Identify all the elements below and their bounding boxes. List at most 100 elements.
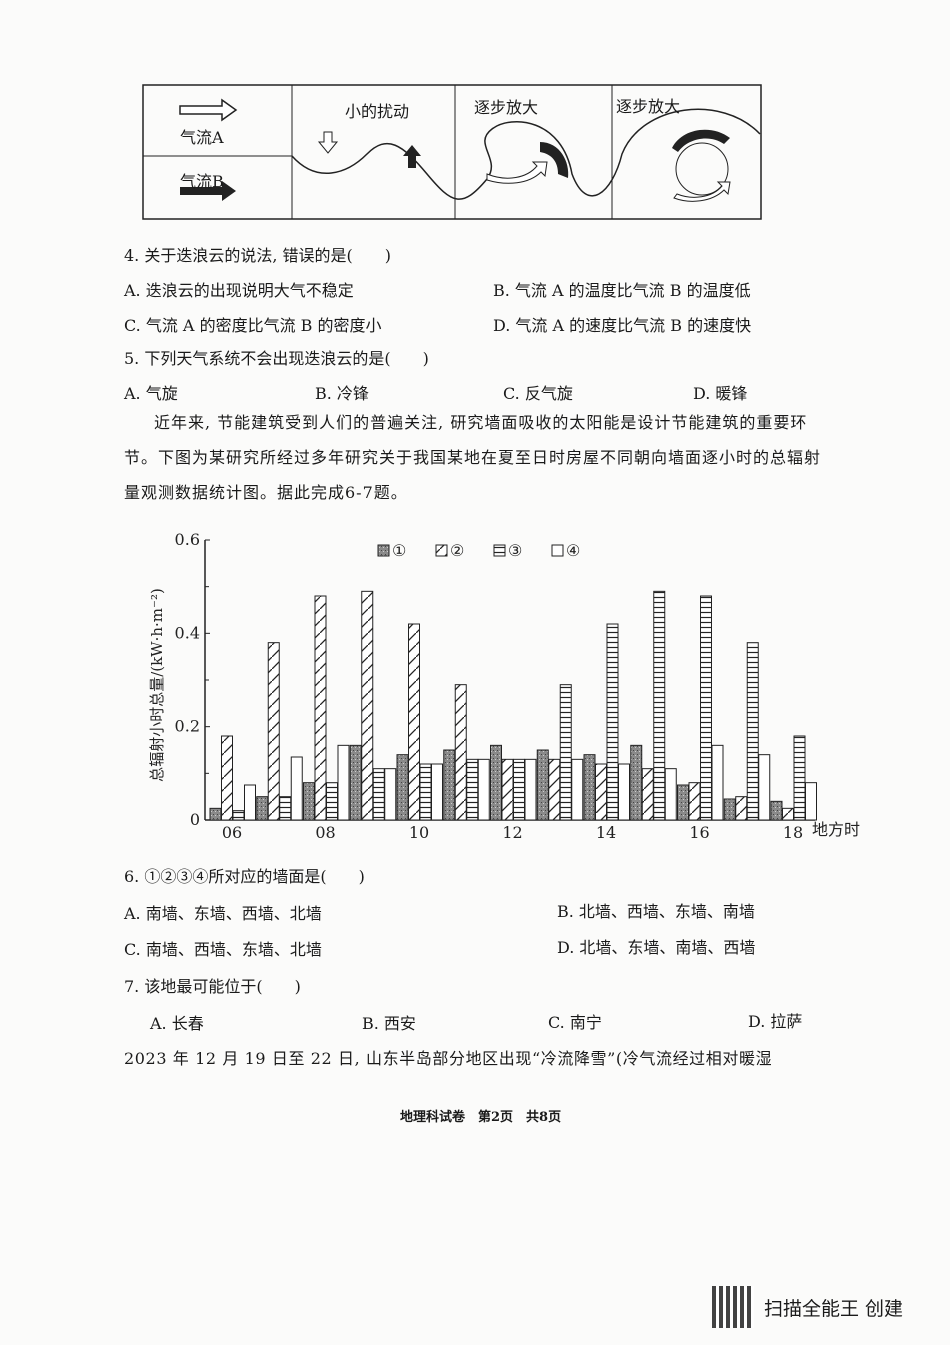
q7-option-b: B. 西安 [362,1014,416,1033]
bar-series-3-hour-6 [232,810,245,821]
bar-series-4-hour-10 [431,763,443,821]
bar-series-4-hour-6 [244,784,256,821]
bar-series-4-hour-11 [477,758,490,821]
q4-option-a: A. 迭浪云的出现说明大气不稳定 [124,281,354,300]
hollow-arrow-icon [179,98,238,122]
bar-series-2-hour-18 [782,807,794,821]
question-6-stem: 6. ①②③④所对应的墙面是( ) [124,867,365,886]
q5-option-d: D. 暖锋 [693,384,748,403]
x-tick-label: 06 [222,823,242,842]
x-tick-label: 08 [315,823,335,842]
x-axis-label: 地方时 [812,820,860,839]
bar-series-1-hour-18 [770,800,783,821]
y-tick-label: 0 [190,810,200,829]
bar-series-1-hour-11 [443,749,456,821]
spiral-arrow-icon [672,129,731,202]
bar-series-2-hour-15 [641,768,654,821]
bar-series-1-hour-10 [396,754,409,821]
legend-label-3: ③ [508,541,522,560]
bar-series-2-hour-9 [361,590,374,821]
stage-label-amplify-1: 逐步放大 [474,98,539,117]
bar-series-1-hour-17 [723,798,736,821]
bar-series-3-hour-8 [326,782,338,821]
bar-series-3-hour-9 [372,768,385,821]
bar-series-4-hour-18 [805,782,817,821]
y-tick-label: 0.6 [175,530,200,549]
bar-series-4-hour-8 [337,744,350,821]
q7-option-a: A. 长春 [150,1014,204,1033]
y-tick-label: 0.2 [175,717,200,736]
bar-series-1-hour-15 [630,744,643,821]
bar-series-3-hour-10 [419,763,432,821]
q7-option-c: C. 南宁 [548,1013,602,1032]
bar-series-4-hour-17 [758,754,771,821]
bar-series-1-hour-7 [256,796,269,821]
bar-series-3-hour-13 [559,684,572,821]
q6-option-a: A. 南墙、东墙、西墙、北墙 [124,904,322,923]
bar-series-2-hour-10 [408,623,420,821]
bar-series-3-hour-15 [653,590,666,821]
bar-series-3-hour-17 [746,642,759,821]
bar-series-2-hour-12 [501,758,514,821]
radiation-bar-chart: 0 0.2 0.4 0.6 06 08 10 12 14 16 18 地方时 ① ② ③ ④ 总辐射小时总量… [148,530,860,842]
q7-option-d: D. 拉萨 [748,1012,803,1031]
airflow-b-label: 气流B [180,172,224,191]
bar-series-4-hour-15 [664,768,677,821]
bar-series-4-hour-13 [571,758,584,821]
bar-series-3-hour-7 [279,796,292,821]
bar-series-2-hour-14 [595,763,607,821]
bar-series-4-hour-7 [290,756,303,821]
down-arrow-icon [317,131,339,154]
q6-option-b: B. 北墙、西墙、东墙、南墙 [557,902,755,921]
bar-series-3-hour-14 [606,623,619,821]
legend-swatch-3 [493,544,506,557]
bar-series-1-hour-13 [536,749,549,821]
bar-series-4-hour-14 [618,763,630,821]
q5-option-c: C. 反气旋 [503,384,573,403]
bar-series-4-hour-12 [524,758,537,821]
airflow-a-label: 气流A [180,128,224,147]
x-tick-label: 12 [502,823,522,842]
solid-arrow-icon [180,181,236,201]
x-tick-label: 18 [783,823,803,842]
legend-swatch-4 [551,544,564,557]
q6-option-c: C. 南墙、西墙、东墙、北墙 [124,940,322,959]
q4-option-c: C. 气流 A 的密度比气流 B 的密度小 [124,316,382,335]
next-passage-intro: 2023 年 12 月 19 日至 22 日, 山东半岛部分地区出现“冷流降雪”… [124,1049,773,1068]
page-footer: 地理科试卷 第2页 共8页 [400,1110,562,1125]
question-5-stem: 5. 下列天气系统不会出现迭浪云的是( ) [124,349,429,368]
bar-series-2-hour-17 [735,796,748,821]
y-axis-label: 总辐射小时总量/(kW·h·m⁻²) [148,588,166,782]
bar-series-4-hour-9 [384,768,397,821]
bar-series-2-hour-13 [548,758,561,821]
bar-series-3-hour-11 [466,758,479,821]
q4-option-d: D. 气流 A 的速度比气流 B 的速度快 [493,316,752,335]
bar-series-1-hour-16 [677,784,689,821]
bar-series-2-hour-16 [688,782,701,821]
bar-series-3-hour-18 [793,735,806,821]
bar-series-1-hour-8 [303,782,315,821]
q4-option-b: B. 气流 A 的温度比气流 B 的温度低 [493,281,751,300]
bar-series-1-hour-12 [490,744,502,821]
bar-series-1-hour-14 [583,754,596,821]
legend-label-1: ① [392,541,406,560]
up-arrow-icon [403,145,421,168]
bar-series-3-hour-12 [513,758,525,821]
legend-label-2: ② [450,541,464,560]
question-7-stem: 7. 该地最可能位于( ) [124,977,301,996]
bar-series-2-hour-11 [454,684,467,821]
qr-code-icon [712,1286,754,1328]
legend-label-4: ④ [566,541,580,560]
q5-option-a: A. 气旋 [124,384,178,403]
stage-label-small-disturbance: 小的扰动 [345,102,410,121]
intro-paragraph: 近年来, 节能建筑受到人们的普遍关注, 研究墙面吸收的太阳能是设计节能建筑的重要… [124,413,822,502]
q6-option-d: D. 北墙、东墙、南墙、西墙 [557,938,756,957]
x-tick-label: 14 [596,823,616,842]
bar-series-1-hour-6 [209,807,222,821]
scanner-watermark: 扫描全能王 创建 [764,1298,904,1320]
bar-series-2-hour-6 [221,735,233,821]
q5-option-b: B. 冷锋 [315,384,369,403]
bar-series-4-hour-16 [711,744,724,821]
billow-cloud-diagram [142,84,762,220]
question-4-stem: 4. 关于迭浪云的说法, 错误的是( ) [124,246,392,265]
